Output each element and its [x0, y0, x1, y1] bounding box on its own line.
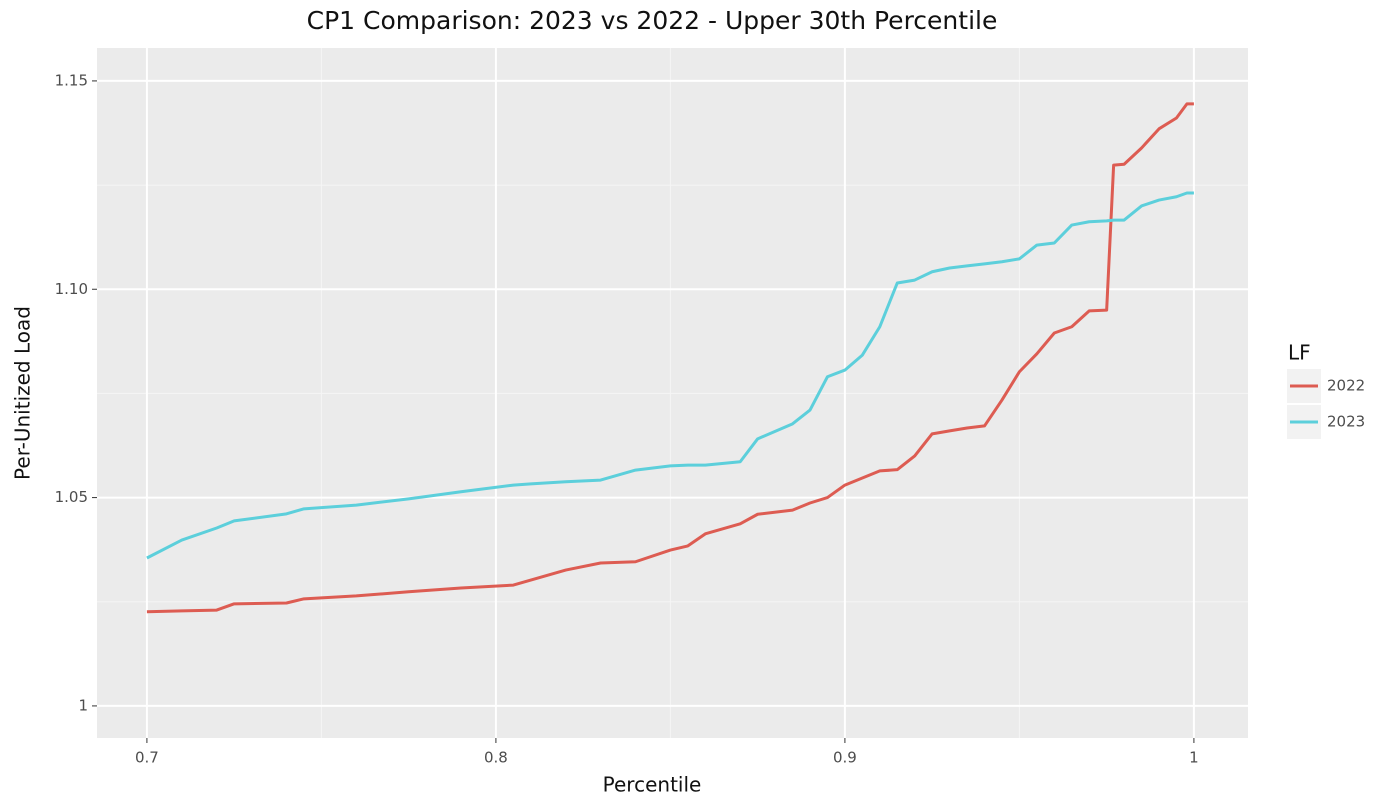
y-tick-label: 1.10 — [55, 280, 88, 298]
y-tick-label: 1 — [78, 696, 88, 714]
series-line — [146, 102, 1194, 614]
chart-title: CP1 Comparison: 2023 vs 2022 - Upper 30t… — [307, 6, 998, 35]
x-tick-label: 0.7 — [135, 749, 159, 767]
x-tick-label: 0.8 — [484, 749, 508, 767]
y-tick-label: 1.15 — [55, 71, 88, 89]
legend-label: 2022 — [1327, 377, 1365, 395]
legend-label: 2023 — [1327, 413, 1365, 431]
series-line — [146, 191, 1194, 560]
legend-title: LF — [1288, 341, 1311, 365]
x-axis-title: Percentile — [603, 773, 702, 797]
y-tick-label: 1.05 — [55, 488, 88, 506]
x-tick-label: 1 — [1189, 749, 1199, 767]
y-axis-title: Per-Unitized Load — [11, 306, 35, 480]
x-tick-label: 0.9 — [833, 749, 857, 767]
